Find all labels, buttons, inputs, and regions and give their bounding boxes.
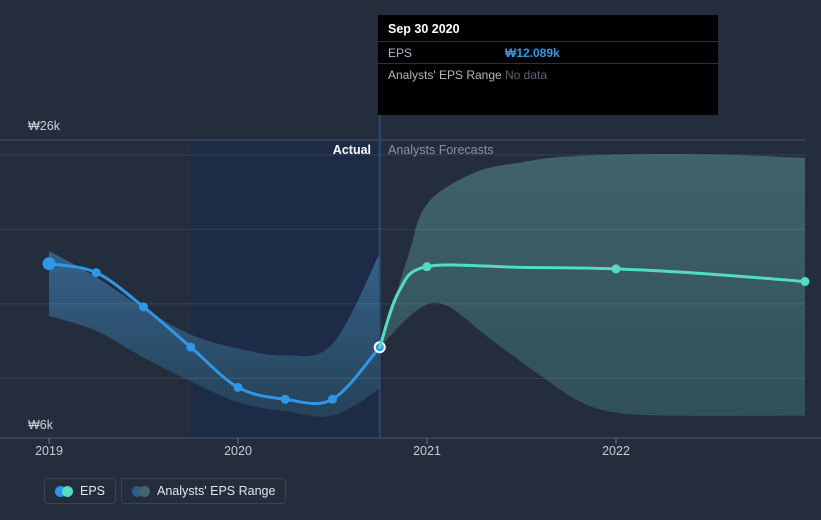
data-point <box>611 264 621 274</box>
actual-section-label: Actual <box>332 143 371 157</box>
forecast-section-label: Analysts Forecasts <box>388 143 494 157</box>
forecast-range-band <box>379 154 805 416</box>
x-axis-label: 2021 <box>413 444 441 458</box>
x-axis-label: 2020 <box>224 444 252 458</box>
tooltip-range-value: No data <box>505 67 548 82</box>
tooltip-eps-row: EPS ₩12.089k <box>378 42 718 64</box>
legend: EPS Analysts' EPS Range <box>44 478 287 504</box>
tooltip-eps-label: EPS <box>388 45 413 60</box>
forecast-line <box>378 263 807 349</box>
data-point <box>422 262 432 272</box>
legend-eps-button[interactable]: EPS <box>44 478 117 504</box>
x-axis-label: 2022 <box>602 444 630 458</box>
y-axis-bottom-label: ₩6k <box>28 418 53 432</box>
data-point <box>42 257 56 271</box>
eps-legend-icon <box>55 485 73 497</box>
eps-range-legend-icon <box>132 485 151 497</box>
eps-range-band <box>49 251 380 417</box>
tooltip-eps-value: ₩12.089k <box>505 45 560 60</box>
tooltip-date: Sep 30 2020 <box>378 15 718 42</box>
data-point <box>328 394 337 404</box>
y-axis-top-label: ₩26k <box>28 119 60 133</box>
data-point <box>280 394 290 404</box>
hover-tooltip: Sep 30 2020 EPS ₩12.089k Analysts' EPS R… <box>378 15 718 115</box>
data-point <box>186 342 196 352</box>
tooltip-range-row: Analysts' EPS Range No data <box>378 64 718 85</box>
data-point <box>233 382 243 392</box>
data-point <box>91 268 101 278</box>
x-axis-label: 2019 <box>35 444 63 458</box>
legend-eps-range-button[interactable]: Analysts' EPS Range <box>121 478 287 504</box>
data-point <box>139 302 148 312</box>
tooltip-range-label: Analysts' EPS Range <box>388 67 502 82</box>
data-point <box>800 277 810 287</box>
legend-eps-range-label: Analysts' EPS Range <box>157 484 276 498</box>
legend-eps-label: EPS <box>80 484 106 498</box>
